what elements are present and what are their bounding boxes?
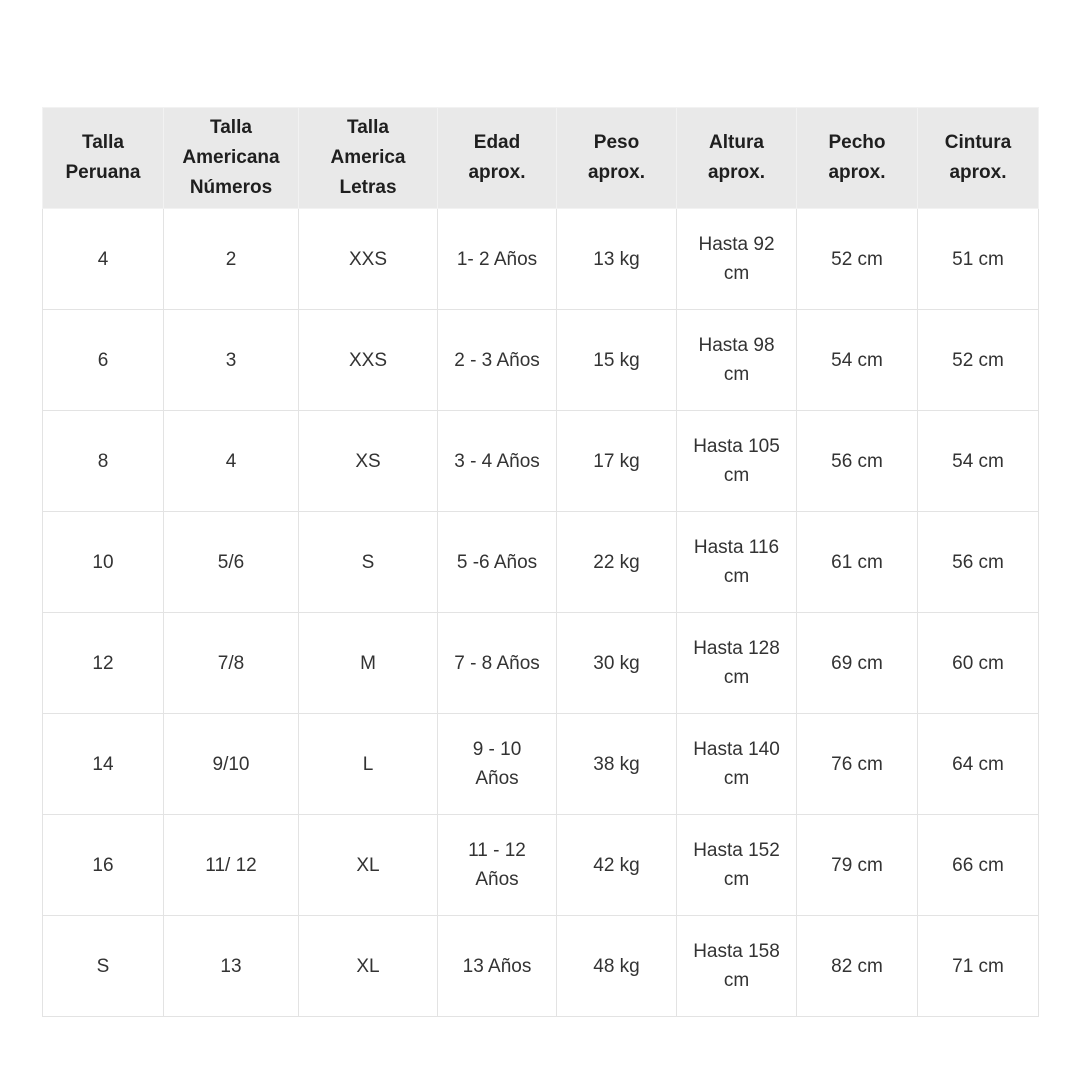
table-cell-r5-c5: Hasta 140 cm xyxy=(676,713,797,815)
table-cell-r2-c1: 4 xyxy=(163,410,299,512)
column-header-1: Talla Americana Números xyxy=(163,107,299,209)
table-cell-r2-c6: 56 cm xyxy=(796,410,918,512)
table-cell-r4-c7: 60 cm xyxy=(917,612,1039,714)
table-cell-r5-c3: 9 - 10 Años xyxy=(437,713,557,815)
header-row: Talla Peruana Talla Americana Números Tall… xyxy=(42,107,1039,209)
table-cell-r3-c2: S xyxy=(298,511,438,613)
column-header-0: Talla Peruana xyxy=(42,107,164,209)
table-cell-r1-c1: 3 xyxy=(163,309,299,411)
table-cell-r6-c5: Hasta 152 cm xyxy=(676,814,797,916)
column-header-2: Talla America Letras xyxy=(298,107,438,209)
table-header: Talla Peruana Talla Americana Números Tall… xyxy=(42,107,1039,209)
table-cell-r6-c3: 11 - 12 Años xyxy=(437,814,557,916)
table-cell-r2-c4: 17 kg xyxy=(556,410,677,512)
table-cell-r3-c0: 10 xyxy=(42,511,164,613)
table-cell-r4-c2: M xyxy=(298,612,438,714)
table-cell-r7-c7: 71 cm xyxy=(917,915,1039,1017)
table-cell-r6-c4: 42 kg xyxy=(556,814,677,916)
table-cell-r3-c6: 61 cm xyxy=(796,511,918,613)
table-cell-r1-c5: Hasta 98 cm xyxy=(676,309,797,411)
table-cell-r7-c6: 82 cm xyxy=(796,915,918,1017)
table-cell-r2-c3: 3 - 4 Años xyxy=(437,410,557,512)
table-row-2: 8 4 XS 3 - 4 Años 17 kg Hasta 105 cm 56 cm 54 c… xyxy=(42,410,1039,512)
table-cell-r4-c4: 30 kg xyxy=(556,612,677,714)
table-cell-r7-c3: 13 Años xyxy=(437,915,557,1017)
table-cell-r0-c0: 4 xyxy=(42,208,164,310)
table-cell-r1-c2: XXS xyxy=(298,309,438,411)
column-header-3: Edad aprox. xyxy=(437,107,557,209)
table-cell-r3-c1: 5/6 xyxy=(163,511,299,613)
table-cell-r6-c6: 79 cm xyxy=(796,814,918,916)
column-header-7: Cintura aprox. xyxy=(917,107,1039,209)
table-cell-r3-c5: Hasta 116 cm xyxy=(676,511,797,613)
table-row-1: 6 3 XXS 2 - 3 Años 15 kg Hasta 98 cm 54 cm 52 c… xyxy=(42,309,1039,411)
table-cell-r5-c4: 38 kg xyxy=(556,713,677,815)
table-cell-r0-c2: XXS xyxy=(298,208,438,310)
table-row-6: 16 11/ 12 XL 11 - 12 Años 42 kg Hasta 152 cm 7… xyxy=(42,814,1039,916)
table-cell-r5-c1: 9/10 xyxy=(163,713,299,815)
table-cell-r6-c1: 11/ 12 xyxy=(163,814,299,916)
table-cell-r1-c6: 54 cm xyxy=(796,309,918,411)
table-cell-r5-c2: L xyxy=(298,713,438,815)
table-cell-r1-c3: 2 - 3 Años xyxy=(437,309,557,411)
table-row-0: 4 2 XXS 1- 2 Años 13 kg Hasta 92 cm 52 cm 51 cm xyxy=(42,208,1039,310)
table-cell-r0-c4: 13 kg xyxy=(556,208,677,310)
table-row-3: 10 5/6 S 5 -6 Años 22 kg Hasta 116 cm 61 cm 56 … xyxy=(42,511,1039,613)
table-cell-r0-c1: 2 xyxy=(163,208,299,310)
table-cell-r7-c0: S xyxy=(42,915,164,1017)
table-cell-r1-c7: 52 cm xyxy=(917,309,1039,411)
table-cell-r0-c6: 52 cm xyxy=(796,208,918,310)
table-row-4: 12 7/8 M 7 - 8 Años 30 kg Hasta 128 cm 69 cm 60… xyxy=(42,612,1039,714)
table-cell-r3-c7: 56 cm xyxy=(917,511,1039,613)
table-cell-r4-c3: 7 - 8 Años xyxy=(437,612,557,714)
table-cell-r7-c2: XL xyxy=(298,915,438,1017)
table-cell-r4-c6: 69 cm xyxy=(796,612,918,714)
table-cell-r5-c0: 14 xyxy=(42,713,164,815)
table-cell-r6-c7: 66 cm xyxy=(917,814,1039,916)
table-cell-r1-c4: 15 kg xyxy=(556,309,677,411)
table-cell-r3-c3: 5 -6 Años xyxy=(437,511,557,613)
table-cell-r6-c0: 16 xyxy=(42,814,164,916)
table-cell-r0-c7: 51 cm xyxy=(917,208,1039,310)
table-cell-r0-c5: Hasta 92 cm xyxy=(676,208,797,310)
column-header-4: Peso aprox. xyxy=(556,107,677,209)
table-cell-r2-c7: 54 cm xyxy=(917,410,1039,512)
table-cell-r2-c5: Hasta 105 cm xyxy=(676,410,797,512)
table-row-7: S 13 XL 13 Años 48 kg Hasta 158 cm 82 cm 71 cm xyxy=(42,915,1039,1017)
size-chart-table: Talla Peruana Talla Americana Números Tall… xyxy=(42,107,1039,1017)
table-body: 4 2 XXS 1- 2 Años 13 kg Hasta 92 cm 52 cm 51 cm… xyxy=(42,208,1039,1017)
table-cell-r4-c0: 12 xyxy=(42,612,164,714)
column-header-5: Altura aprox. xyxy=(676,107,797,209)
table-cell-r0-c3: 1- 2 Años xyxy=(437,208,557,310)
table-cell-r7-c5: Hasta 158 cm xyxy=(676,915,797,1017)
table-cell-r2-c0: 8 xyxy=(42,410,164,512)
table-cell-r7-c1: 13 xyxy=(163,915,299,1017)
table-cell-r5-c7: 64 cm xyxy=(917,713,1039,815)
table-row-5: 14 9/10 L 9 - 10 Años 38 kg Hasta 140 cm 76 cm… xyxy=(42,713,1039,815)
column-header-6: Pecho aprox. xyxy=(796,107,918,209)
table-cell-r2-c2: XS xyxy=(298,410,438,512)
table-cell-r7-c4: 48 kg xyxy=(556,915,677,1017)
table-cell-r4-c1: 7/8 xyxy=(163,612,299,714)
table-cell-r5-c6: 76 cm xyxy=(796,713,918,815)
table-cell-r1-c0: 6 xyxy=(42,309,164,411)
table-cell-r6-c2: XL xyxy=(298,814,438,916)
table-cell-r4-c5: Hasta 128 cm xyxy=(676,612,797,714)
table-cell-r3-c4: 22 kg xyxy=(556,511,677,613)
